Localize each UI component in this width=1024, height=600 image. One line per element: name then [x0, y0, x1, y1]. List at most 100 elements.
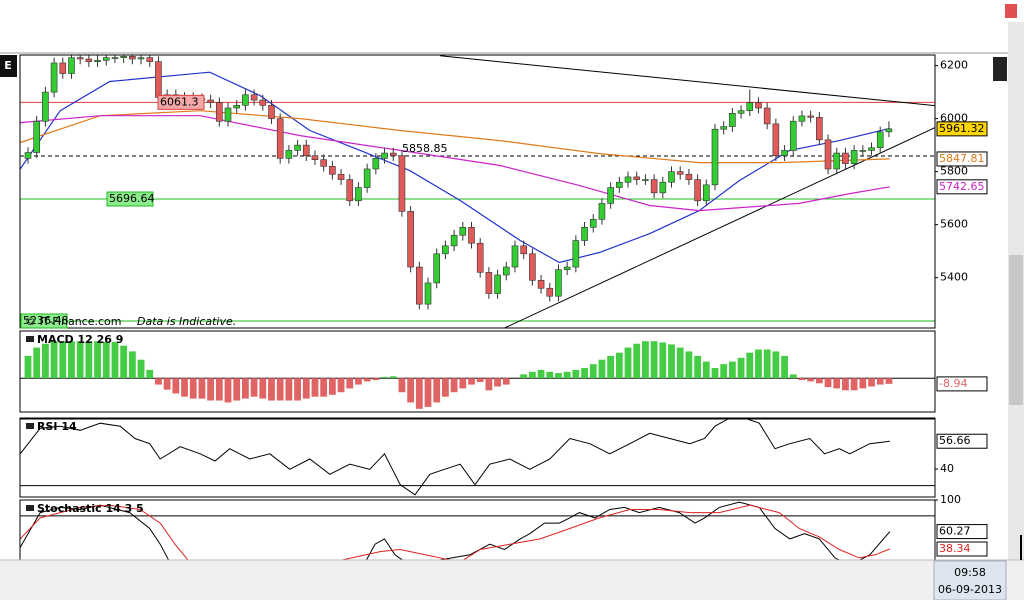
candle-body — [624, 176, 632, 183]
candle-body — [833, 152, 841, 170]
window-icon[interactable] — [1005, 4, 1017, 18]
panel — [20, 418, 935, 496]
candle-body — [633, 176, 641, 180]
y-tick-label: 5600 — [940, 218, 968, 231]
level-label-box — [157, 94, 205, 110]
value-label: 60.27 — [939, 525, 971, 538]
histogram-bar — [285, 378, 293, 401]
histogram-bar — [459, 378, 467, 389]
histogram-bar — [294, 378, 301, 401]
histogram-bar — [68, 341, 75, 379]
candle-body — [642, 179, 649, 181]
histogram-bar — [868, 378, 875, 387]
histogram-bar — [528, 371, 536, 379]
histogram-bar — [311, 378, 319, 397]
candle-body — [476, 242, 484, 273]
candle-body — [398, 155, 406, 212]
histogram-bar — [102, 341, 110, 379]
candle-body — [111, 57, 119, 59]
histogram-bar — [398, 378, 406, 393]
histogram-bar — [885, 378, 893, 384]
candle-body — [76, 57, 84, 60]
histogram-bar — [815, 378, 823, 384]
panel — [20, 341, 935, 409]
histogram-bar — [120, 345, 128, 379]
histogram-bar — [172, 378, 180, 394]
candle-body — [242, 94, 249, 106]
candle-body — [94, 60, 101, 62]
candle-body — [250, 94, 258, 101]
candle-body — [146, 57, 154, 62]
candle-body — [659, 181, 667, 194]
candle-body — [711, 128, 719, 186]
value-box — [936, 376, 988, 392]
y-tick-label: 100 — [940, 493, 961, 506]
candle-body — [129, 56, 136, 60]
candle-body — [807, 115, 814, 118]
histogram-bar — [415, 378, 423, 409]
moving-average — [20, 115, 890, 212]
histogram-bar — [494, 378, 501, 387]
histogram-bar — [607, 355, 615, 379]
histogram-bar — [94, 341, 101, 379]
histogram-bar — [702, 361, 710, 379]
histogram-bar — [189, 378, 197, 399]
tab[interactable] — [0, 55, 17, 77]
value-label: 5847.81 — [939, 152, 985, 165]
histogram-bar — [859, 378, 867, 389]
value-box — [936, 541, 988, 557]
histogram-bar — [76, 341, 84, 379]
histogram-bar — [755, 349, 762, 379]
candle-body — [24, 152, 32, 159]
histogram-bar — [476, 378, 484, 383]
candle-body — [859, 150, 867, 152]
histogram-bar — [615, 352, 623, 379]
level-label: 5236.48 — [23, 314, 69, 327]
candle-body — [755, 102, 762, 109]
candle-body — [720, 126, 727, 130]
value-label: 38.34 — [939, 542, 971, 555]
candle-body — [155, 61, 162, 98]
y-tick-label: 5400 — [940, 271, 968, 284]
candle-body — [650, 179, 658, 194]
copyright: © IT-Finance.com — [25, 315, 122, 328]
disclaimer: Data is Indicative. — [137, 315, 236, 328]
y-tick-label: 6200 — [940, 59, 968, 72]
candle-body — [494, 274, 501, 294]
histogram-bar — [555, 373, 562, 379]
panel-icon — [26, 505, 34, 511]
histogram-bar — [772, 351, 780, 379]
histogram-bar — [372, 378, 380, 381]
candle-body — [207, 99, 214, 104]
panel-title: RSI 14 — [37, 420, 77, 433]
histogram-bar — [589, 364, 597, 379]
histogram-bar — [85, 341, 93, 379]
histogram-bar — [33, 347, 41, 379]
indicator-line — [20, 504, 890, 560]
candle-body — [407, 211, 414, 268]
candle-body — [68, 57, 75, 74]
histogram-bar — [876, 378, 884, 385]
panel — [20, 55, 935, 328]
side-button[interactable] — [993, 57, 1007, 81]
histogram-bar — [302, 378, 310, 399]
histogram-bar — [346, 378, 354, 389]
candle-body — [616, 181, 623, 188]
candle-body — [824, 139, 832, 170]
candle-body — [216, 102, 223, 122]
histogram-bar — [155, 378, 162, 385]
scrollbar-thumb[interactable] — [1009, 255, 1023, 405]
candle-body — [259, 99, 267, 106]
candle-body — [485, 272, 493, 294]
candle-body — [737, 110, 745, 114]
candle-body — [59, 62, 67, 74]
histogram-bar — [746, 352, 754, 379]
candle-body — [33, 120, 40, 153]
histogram-bar — [807, 378, 815, 382]
candle-body — [555, 269, 562, 297]
moving-average — [20, 110, 890, 164]
candle-body — [381, 152, 388, 159]
histogram-bar — [407, 378, 415, 403]
candle-body — [50, 62, 58, 93]
candle-body — [607, 187, 614, 204]
